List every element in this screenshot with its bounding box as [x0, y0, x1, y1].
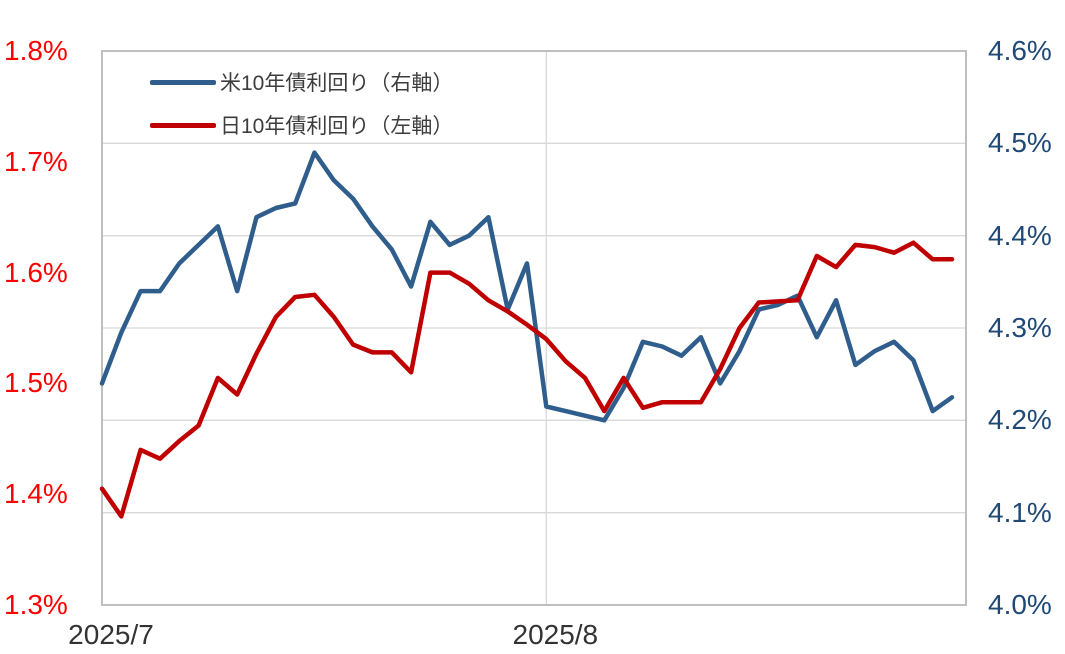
legend-swatch-us-line — [150, 79, 216, 85]
series-line-us-10y — [99, 150, 955, 423]
x-axis-tick-label: 2025/7 — [68, 619, 154, 650]
left-axis-tick-label: 1.4% — [4, 478, 68, 510]
right-axis-tick-label: 4.3% — [988, 312, 1052, 343]
plot-border — [101, 50, 967, 606]
legend: 米10年債利回り（右軸） 日10年債利回り（左軸） — [150, 67, 453, 140]
legend-label-jp: 日10年債利回り（左軸） — [220, 115, 454, 138]
right-axis-tick-label: 4.0% — [988, 589, 1052, 620]
legend-item-us: 米10年債利回り（右軸） — [150, 67, 453, 97]
x-axis-tick-label: 2025/8 — [512, 619, 599, 650]
left-axis-tick-label: 1.3% — [4, 589, 68, 620]
left-axis-tick-label: 1.5% — [4, 367, 68, 399]
left-axis-tick-label: 1.7% — [4, 145, 68, 177]
right-axis-tick-label: 4.6% — [988, 35, 1052, 66]
right-axis-tick-label: 4.2% — [988, 404, 1052, 436]
right-axis-tick-label: 4.4% — [988, 219, 1052, 251]
series-line-jp-10y — [99, 240, 955, 519]
legend-swatch-jp-line — [150, 122, 216, 128]
legend-item-jp: 日10年債利回り（左軸） — [150, 110, 453, 140]
right-axis-tick-label: 4.1% — [988, 496, 1052, 528]
left-axis-tick-label: 1.8% — [4, 35, 68, 66]
left-axis-tick-label: 1.6% — [4, 256, 68, 288]
legend-label-us: 米10年債利回り（右軸） — [220, 72, 454, 95]
right-axis-tick-label: 4.5% — [988, 127, 1052, 159]
